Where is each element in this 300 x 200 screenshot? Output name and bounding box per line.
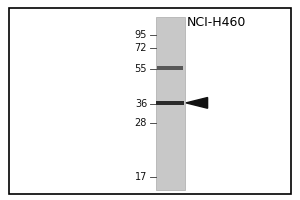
Text: 55: 55 (135, 64, 147, 74)
Bar (157, 101, 184, 105)
Text: NCI-H460: NCI-H460 (187, 16, 246, 29)
Text: 72: 72 (135, 43, 147, 53)
Text: 28: 28 (135, 118, 147, 128)
Text: 36: 36 (135, 99, 147, 109)
Text: 17: 17 (135, 172, 147, 182)
Text: 95: 95 (135, 30, 147, 40)
Bar (157, 66, 183, 70)
Bar (156, 17, 184, 190)
Polygon shape (186, 98, 208, 108)
